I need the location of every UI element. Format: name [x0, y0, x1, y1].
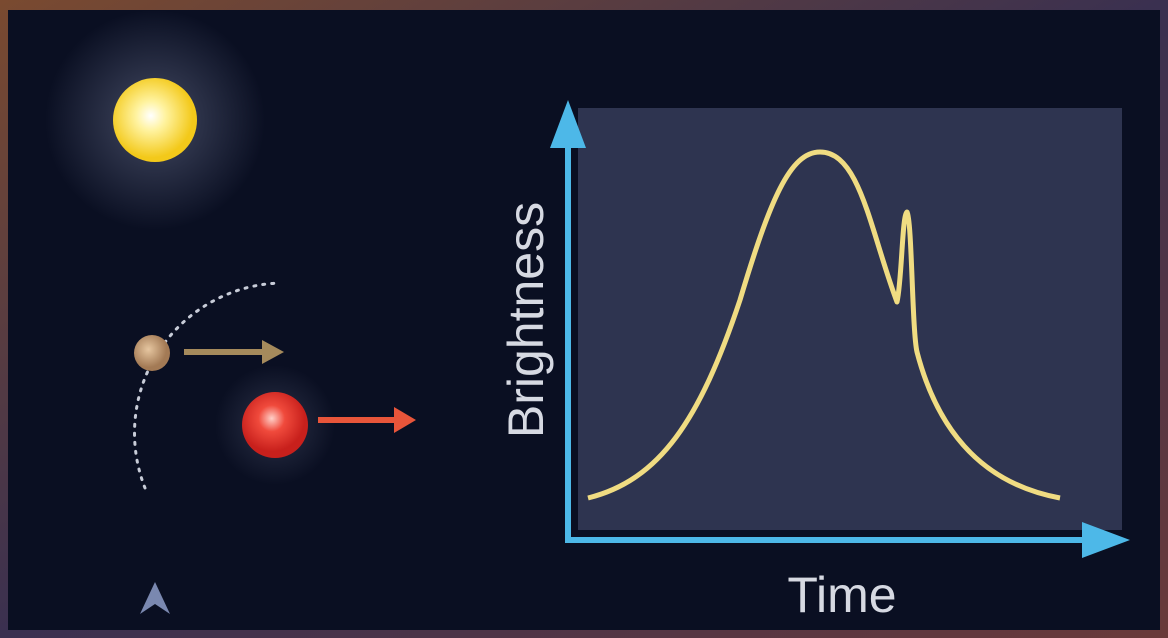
- y-axis-arrow: [550, 100, 586, 148]
- y-axis-label: Brightness: [498, 202, 554, 438]
- red-star: [242, 392, 308, 458]
- planet: [134, 335, 170, 371]
- sun: [113, 78, 197, 162]
- planet-arrow-head: [262, 340, 284, 364]
- x-axis-arrow: [1082, 522, 1130, 558]
- x-axis-label: Time: [787, 567, 896, 623]
- star-arrow-head: [394, 407, 416, 433]
- plot-area: [578, 108, 1122, 530]
- observer-marker: [140, 582, 170, 614]
- light-curve: [587, 149, 1061, 501]
